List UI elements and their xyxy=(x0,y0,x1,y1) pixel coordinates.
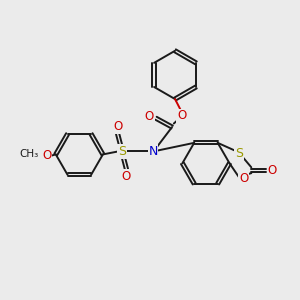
Text: O: O xyxy=(122,170,131,183)
Text: O: O xyxy=(113,120,122,133)
Text: O: O xyxy=(177,109,186,122)
Text: S: S xyxy=(235,147,243,160)
Text: O: O xyxy=(268,164,277,177)
Text: O: O xyxy=(42,149,52,162)
Text: CH₃: CH₃ xyxy=(20,149,39,159)
Text: O: O xyxy=(239,172,248,185)
Text: O: O xyxy=(145,110,154,123)
Text: S: S xyxy=(118,145,126,158)
Text: N: N xyxy=(148,145,158,158)
